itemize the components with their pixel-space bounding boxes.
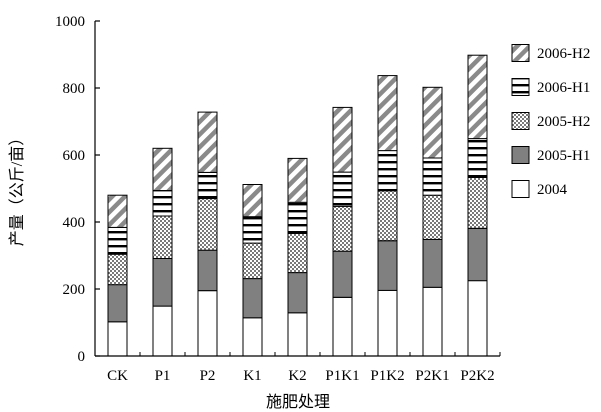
y-tick-label: 400 bbox=[63, 215, 86, 231]
legend-label-2006-H2: 2006-H2 bbox=[537, 46, 590, 62]
bar-segment-CK-2005-H1 bbox=[107, 284, 128, 323]
legend-swatch-2004 bbox=[511, 180, 530, 198]
bar-segment-P2K1-2006-H2 bbox=[422, 86, 443, 159]
bar-segment-K2-2004 bbox=[287, 312, 308, 357]
legend-label-2005-H1: 2005-H1 bbox=[537, 148, 590, 164]
bar-segment-P2K1-2005-H2 bbox=[422, 194, 443, 240]
bar-segment-P2-2006-H2 bbox=[197, 111, 218, 173]
bar-segment-P1K2-2006-H1 bbox=[377, 150, 398, 192]
y-tick-labels: 0 200 400 600 800 1000 bbox=[55, 14, 85, 365]
bar-segment-CK-2006-H1 bbox=[107, 226, 128, 255]
bar-segment-K2-2006-H2 bbox=[287, 157, 308, 203]
bar-segment-P2-2005-H1 bbox=[197, 249, 218, 292]
legend-swatch-2006-H2 bbox=[511, 44, 530, 62]
bar-segment-P2K2-2005-H2 bbox=[467, 176, 488, 229]
y-tick-label: 200 bbox=[63, 282, 86, 298]
bar-segment-CK-2005-H2 bbox=[107, 253, 128, 286]
axes bbox=[94, 20, 501, 357]
y-tick-label: 1000 bbox=[55, 14, 85, 30]
bar-segment-P2K2-2005-H1 bbox=[467, 227, 488, 282]
bar-segment-CK-2004 bbox=[107, 321, 128, 357]
bar-segment-K1-2004 bbox=[242, 317, 263, 357]
bar-segment-P1-2005-H1 bbox=[152, 258, 173, 307]
bar-segment-P1K2-2006-H2 bbox=[377, 75, 398, 152]
plot-area bbox=[107, 54, 488, 357]
bar-segment-K2-2005-H1 bbox=[287, 272, 308, 314]
x-tick-label: P2K1 bbox=[415, 368, 449, 384]
bar-segment-P1K2-2005-H1 bbox=[377, 240, 398, 291]
bar-segment-P1K1-2005-H1 bbox=[332, 250, 353, 298]
x-tick-label: K2 bbox=[288, 368, 306, 384]
bar-segment-P2K2-2006-H2 bbox=[467, 54, 488, 140]
legend-label-2005-H2: 2005-H2 bbox=[537, 114, 590, 130]
bar-segment-P1-2006-H2 bbox=[152, 147, 173, 192]
x-tick-label: P1K2 bbox=[370, 368, 404, 384]
bar-segment-P2K1-2006-H1 bbox=[422, 157, 443, 196]
bar-segment-P1K2-2004 bbox=[377, 289, 398, 357]
bar-segment-P1K1-2005-H2 bbox=[332, 205, 353, 252]
x-tick-label: P1K1 bbox=[325, 368, 359, 384]
x-tick-label: P2K2 bbox=[460, 368, 494, 384]
bar-segment-K1-2006-H1 bbox=[242, 216, 263, 244]
bar-segment-K1-2005-H2 bbox=[242, 242, 263, 280]
bar-segment-P2K2-2006-H1 bbox=[467, 138, 488, 179]
bar-segment-P2K1-2004 bbox=[422, 286, 443, 357]
legend-label-2004: 2004 bbox=[537, 182, 568, 198]
bar-segment-K2-2006-H1 bbox=[287, 201, 308, 234]
bar-segment-P2K1-2005-H1 bbox=[422, 238, 443, 288]
bar-segment-P2-2004 bbox=[197, 290, 218, 357]
legend-label-2006-H1: 2006-H1 bbox=[537, 80, 590, 96]
bar-segment-K1-2006-H2 bbox=[242, 184, 263, 218]
bar-segment-K1-2005-H1 bbox=[242, 278, 263, 319]
y-tick-label: 600 bbox=[63, 148, 86, 164]
y-tick-label: 0 bbox=[78, 349, 86, 365]
bar-segment-P2-2006-H1 bbox=[197, 171, 218, 199]
bar-segment-P1K1-2004 bbox=[332, 296, 353, 357]
bar-segment-P1K2-2005-H2 bbox=[377, 190, 398, 242]
legend-swatch-2006-H1 bbox=[511, 78, 530, 96]
legend-swatch-2005-H2 bbox=[511, 112, 530, 130]
x-axis-title: 施肥处理 bbox=[266, 393, 330, 411]
bar-segment-P1-2004 bbox=[152, 305, 173, 357]
legend: 2006-H2 2006-H1 2005-H2 2005-H1 2004 bbox=[511, 44, 590, 198]
x-tick-label: P2 bbox=[200, 368, 216, 384]
bar-segment-P1-2006-H1 bbox=[152, 190, 173, 217]
bar-segment-P1K1-2006-H2 bbox=[332, 106, 353, 173]
x-tick-labels: CK P1 P2 K1 K2 P1K1 P1K2 P2K1 P2K2 bbox=[107, 368, 495, 384]
bar-segment-K2-2005-H2 bbox=[287, 232, 308, 274]
legend-swatch-2005-H1 bbox=[511, 146, 530, 164]
x-tick-label: P1 bbox=[155, 368, 171, 384]
bar-segment-P2K2-2004 bbox=[467, 280, 488, 357]
y-tick-label: 800 bbox=[63, 81, 86, 97]
bar-segment-P1-2005-H2 bbox=[152, 215, 173, 259]
x-tick-label: K1 bbox=[243, 368, 261, 384]
x-tick-label: CK bbox=[107, 368, 128, 384]
bar-segment-CK-2006-H2 bbox=[107, 194, 128, 228]
y-axis-title: 产量（公斤/亩） bbox=[8, 130, 26, 246]
bar-segment-P1K1-2006-H1 bbox=[332, 171, 353, 207]
bar-segment-P2-2005-H2 bbox=[197, 198, 218, 251]
